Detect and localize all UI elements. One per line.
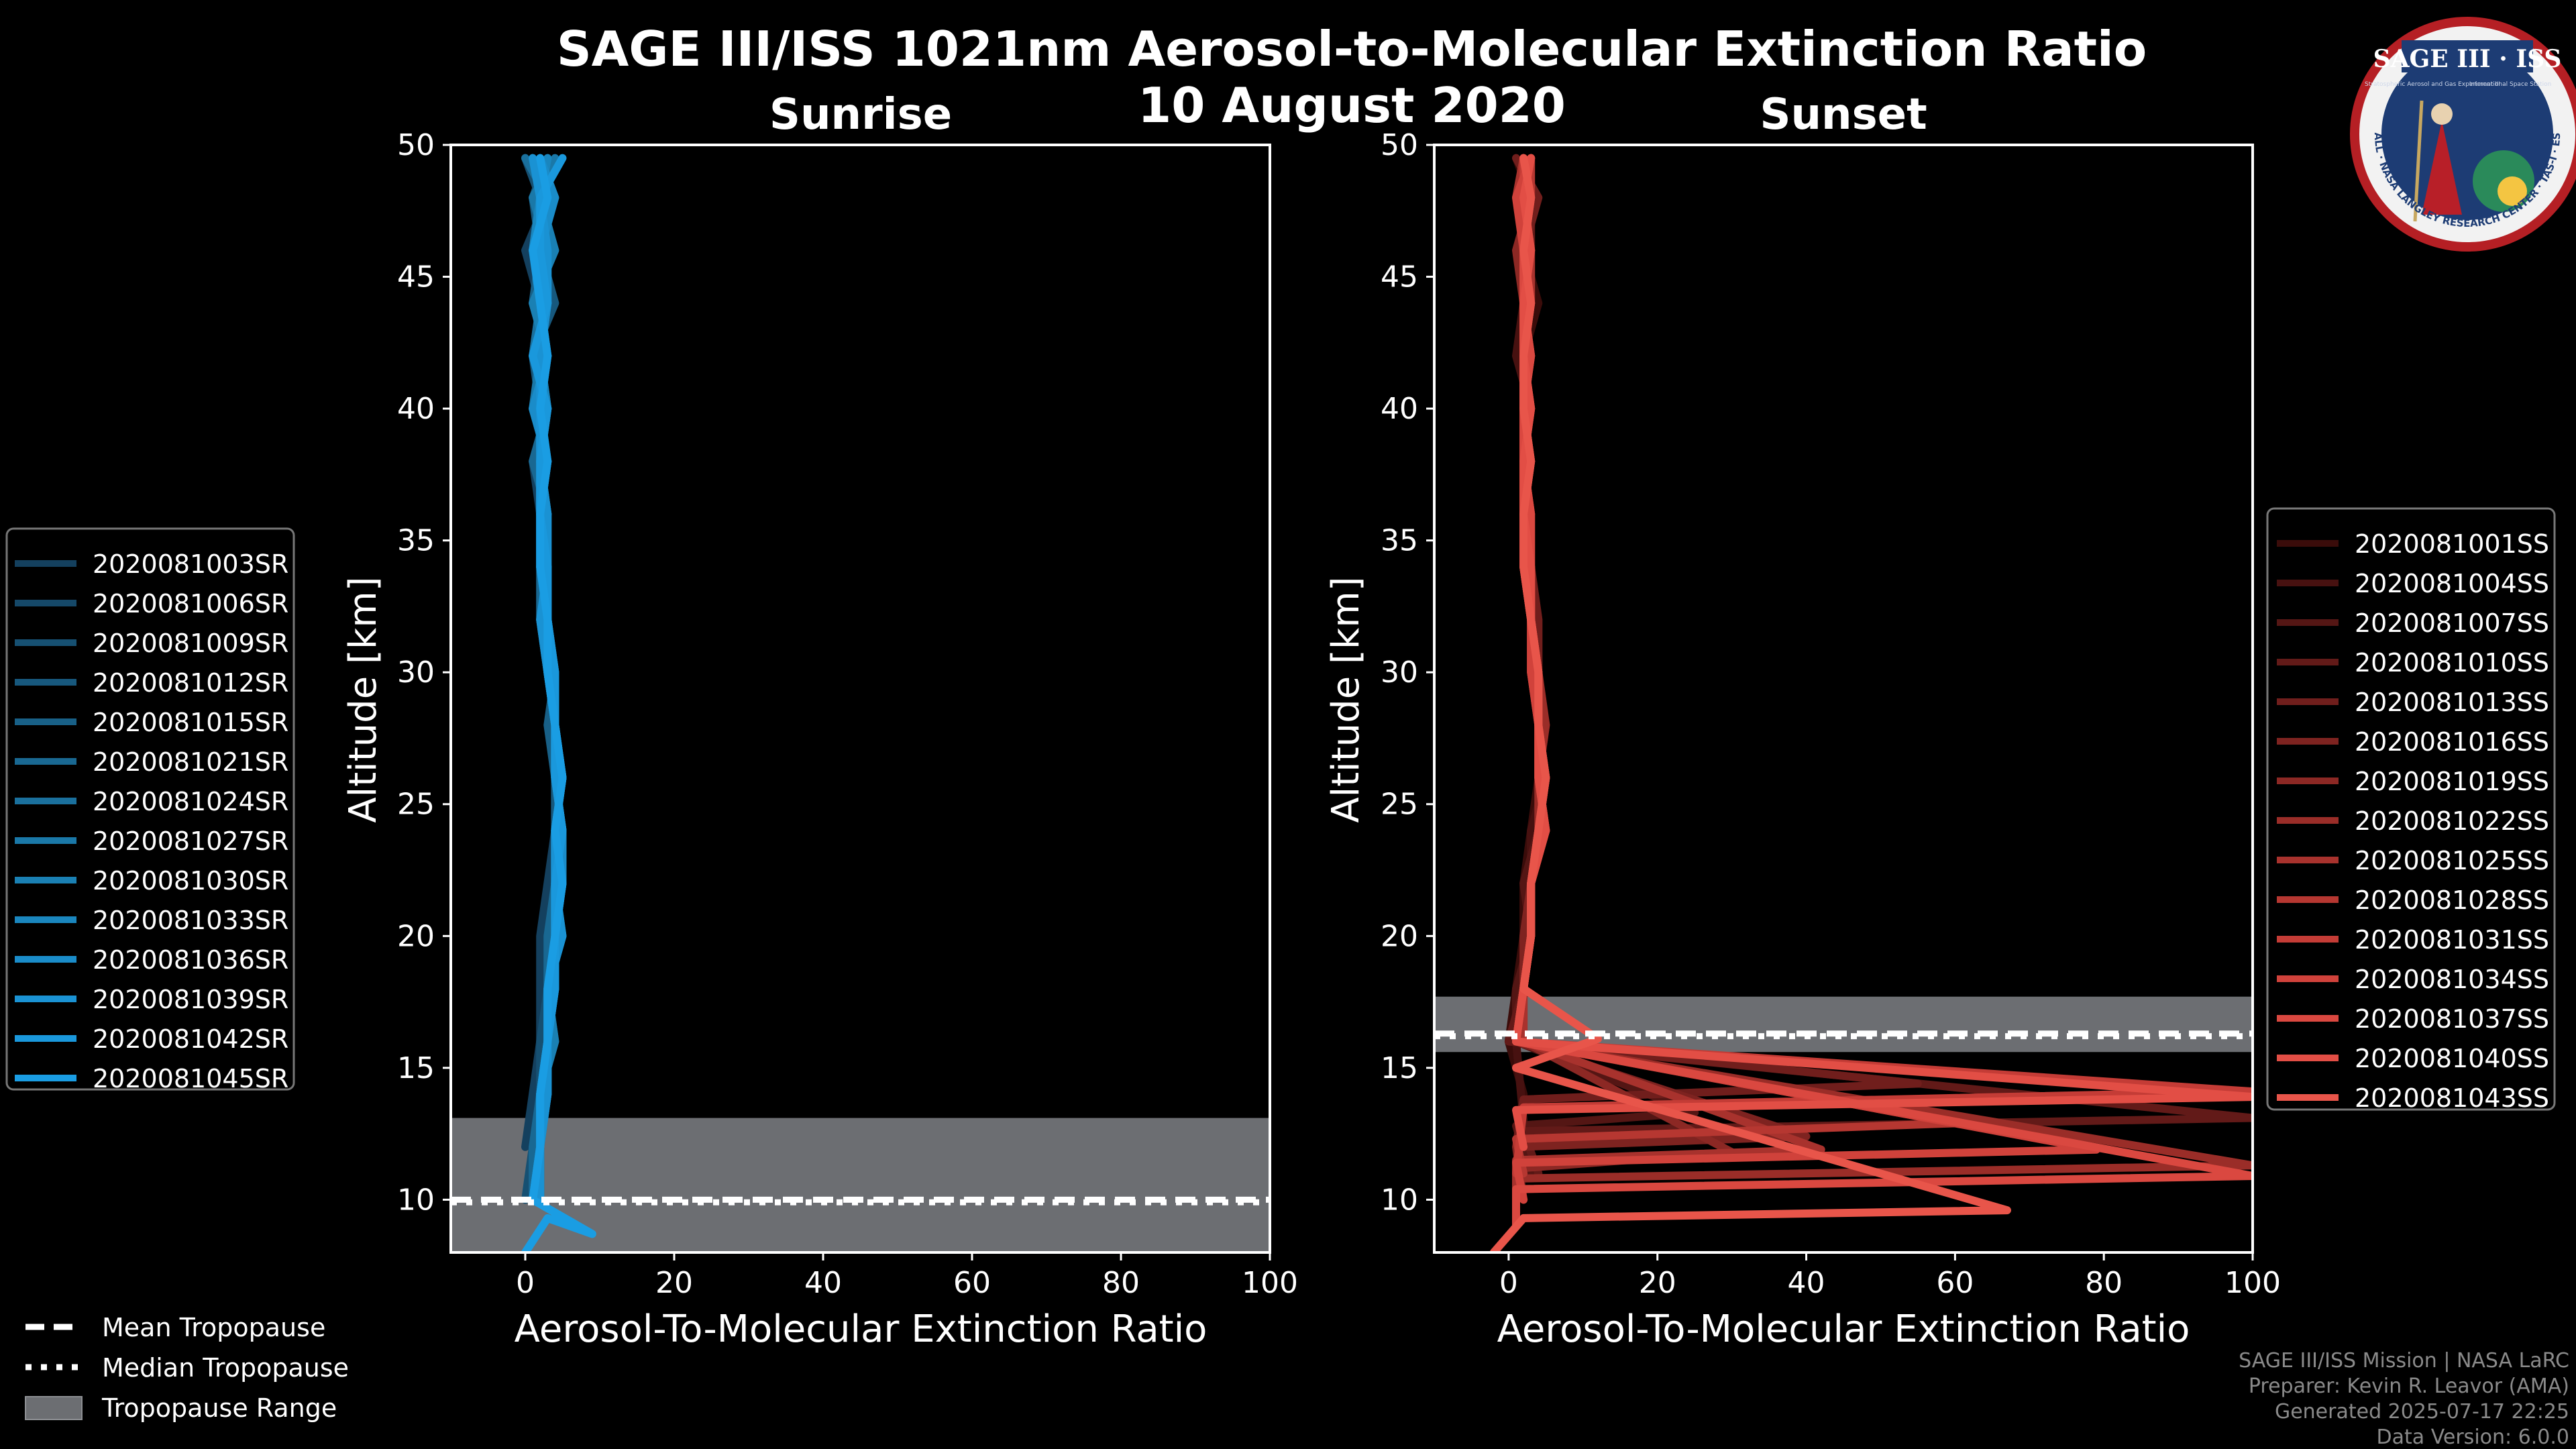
sunset-legend-label: 2020081019SS: [2355, 767, 2549, 796]
sunrise-legend-label: 2020081015SR: [93, 708, 288, 737]
sunrise-ytick-label: 20: [397, 919, 435, 953]
sunset-xtick-label: 0: [1499, 1266, 1518, 1300]
logo-staff: [2413, 100, 2424, 222]
logo-small-text-1: Stratospheric Aerosol and Gas Experiment…: [2365, 81, 2500, 88]
sunrise-panel-title: Sunrise: [769, 90, 952, 140]
sunset-legend-label: 2020081034SS: [2355, 965, 2549, 994]
sunset-ytick-label: 10: [1381, 1183, 1418, 1217]
sunrise-legend-label: 2020081006SR: [93, 589, 288, 619]
sunrise-panel: 0 20 40 60 80 100 10 15 20 25 30 35 40 45 50: [397, 128, 1298, 1300]
sunset-xtick-label: 20: [1639, 1266, 1676, 1300]
sunset-ytick-label: 25: [1381, 788, 1418, 822]
mean-tropopause-label: Mean Tropopause: [102, 1313, 325, 1342]
sunrise-legend-label: 2020081009SR: [93, 629, 288, 658]
sunrise-legend-label: 2020081024SR: [93, 787, 288, 816]
sunrise-legend-label: 2020081021SR: [93, 747, 288, 777]
sunrise-legend: 2020081003SR 2020081006SR 2020081009SR 2020…: [5, 527, 295, 1093]
sunrise-legend-label: 2020081039SR: [93, 985, 288, 1014]
median-tropopause-label: Median Tropopause: [102, 1353, 349, 1383]
sunrise-xtick-label: 100: [1242, 1266, 1298, 1300]
sunrise-legend-label: 2020081012SR: [93, 668, 288, 698]
sunrise-legend-label: 2020081027SR: [93, 826, 288, 856]
credits: SAGE III/ISS Mission | NASA LaRC Prepare…: [2239, 1349, 2569, 1449]
sunrise-ytick-label: 30: [397, 655, 435, 690]
sunset-legend-frame: [2266, 507, 2556, 1111]
sunset-legend-label: 2020081007SS: [2355, 608, 2549, 638]
sunset-legend-label: 2020081037SS: [2355, 1004, 2549, 1034]
tropopause-legend: Mean Tropopause Median Tropopause Tropop…: [25, 1313, 349, 1423]
sunrise-legend-label: 2020081045SR: [93, 1064, 288, 1093]
logo-title: SAGE III · ISS: [2373, 45, 2562, 73]
sunrise-series-group: [521, 154, 596, 1252]
logo-small-text-2: International Space Station: [2469, 81, 2552, 88]
sunrise-legend-label: 2020081036SR: [93, 945, 288, 975]
sunset-ytick-label: 30: [1381, 655, 1418, 690]
logo-sun: [2498, 176, 2527, 206]
sunrise-ytick-label: 50: [397, 128, 435, 162]
sunrise-xlabel: Aerosol-To-Molecular Extinction Ratio: [515, 1307, 1208, 1351]
figure-title: SAGE III/ISS 1021nm Aerosol-to-Molecular…: [557, 21, 2147, 77]
sunset-legend-label: 2020081022SS: [2355, 806, 2549, 836]
sunrise-ytick-label: 40: [397, 392, 435, 426]
sunset-xtick-label: 100: [2224, 1266, 2281, 1300]
sunset-series-2020081043SS: [1489, 154, 2011, 1252]
figure-date: 10 August 2020: [1138, 77, 1566, 133]
sunrise-tropopause-range: [451, 1118, 1270, 1252]
sunrise-legend-label: 2020081033SR: [93, 906, 288, 935]
credit-version: Data Version: 6.0.0: [2377, 1426, 2569, 1449]
sunrise-ytick-label: 15: [397, 1051, 435, 1085]
sunset-legend-label: 2020081004SS: [2355, 569, 2549, 598]
sunset-xlabel: Aerosol-To-Molecular Extinction Ratio: [1497, 1307, 2190, 1351]
sunrise-legend-frame: [5, 527, 295, 1091]
sunset-legend-label: 2020081028SS: [2355, 885, 2549, 915]
sunrise-legend-label: 2020081003SR: [93, 549, 288, 579]
sunset-ylabel: Altitude [km]: [1324, 576, 1368, 822]
sunset-xtick-label: 60: [1936, 1266, 1974, 1300]
logo-banner: [2402, 40, 2533, 72]
sunrise-ytick-label: 25: [397, 788, 435, 822]
sunset-ytick-label: 45: [1381, 260, 1418, 294]
sunrise-legend-label: 2020081042SR: [93, 1024, 288, 1054]
sunrise-ylabel: Altitude [km]: [341, 576, 385, 822]
sunset-legend-label: 2020081001SS: [2355, 529, 2549, 559]
sunrise-series-2020081045SR: [521, 154, 596, 1252]
sunrise-axes-frame: [449, 144, 1271, 1254]
sunset-ytick-label: 35: [1381, 524, 1418, 558]
logo-figure-head: [2431, 103, 2453, 125]
sunrise-ytick-label: 10: [397, 1183, 435, 1217]
sunset-ytick-label: 20: [1381, 919, 1418, 953]
sunset-legend: 2020081001SS 2020081004SS 2020081007SS 2020…: [2266, 507, 2556, 1113]
sunset-legend-label: 2020081013SS: [2355, 688, 2549, 717]
credit-mission: SAGE III/ISS Mission | NASA LaRC: [2239, 1349, 2569, 1373]
sunrise-xtick-label: 0: [516, 1266, 535, 1300]
sunset-axes-frame: [1433, 144, 2254, 1254]
credit-generated: Generated 2025-07-17 22:25: [2275, 1400, 2569, 1424]
sunset-xtick-label: 40: [1788, 1266, 1825, 1300]
sunset-ytick-label: 15: [1381, 1051, 1418, 1085]
tropopause-range-label: Tropopause Range: [101, 1393, 337, 1423]
sunset-legend-label: 2020081031SS: [2355, 925, 2549, 955]
sunset-legend-label: 2020081025SS: [2355, 846, 2549, 875]
sunset-xtick-label: 80: [2085, 1266, 2123, 1300]
sunset-legend-label: 2020081040SS: [2355, 1044, 2549, 1073]
credit-preparer: Preparer: Kevin R. Leavor (AMA): [2249, 1375, 2569, 1398]
sunset-panel: 0 20 40 60 80 100 10 15 20 25 30 35 40 45 50: [1381, 128, 2281, 1300]
sunset-ytick-label: 40: [1381, 392, 1418, 426]
sunset-ytick-label: 50: [1381, 128, 1418, 162]
sunset-legend-label: 2020081043SS: [2355, 1083, 2549, 1113]
sunrise-xtick-label: 20: [655, 1266, 693, 1300]
sunrise-ytick-label: 35: [397, 524, 435, 558]
sunset-series-group: [1489, 154, 2253, 1252]
tropopause-range-swatch: [25, 1396, 83, 1420]
logo-figure-robe: [2422, 121, 2462, 215]
sunrise-xtick-label: 60: [953, 1266, 991, 1300]
sunrise-xtick-label: 80: [1102, 1266, 1140, 1300]
sunset-panel-title: Sunset: [1760, 90, 1927, 140]
sunset-legend-label: 2020081010SS: [2355, 648, 2549, 678]
sunrise-ytick-label: 45: [397, 260, 435, 294]
sunrise-xtick-label: 40: [804, 1266, 842, 1300]
sunrise-legend-label: 2020081030SR: [93, 866, 288, 896]
sunset-legend-label: 2020081016SS: [2355, 727, 2549, 757]
